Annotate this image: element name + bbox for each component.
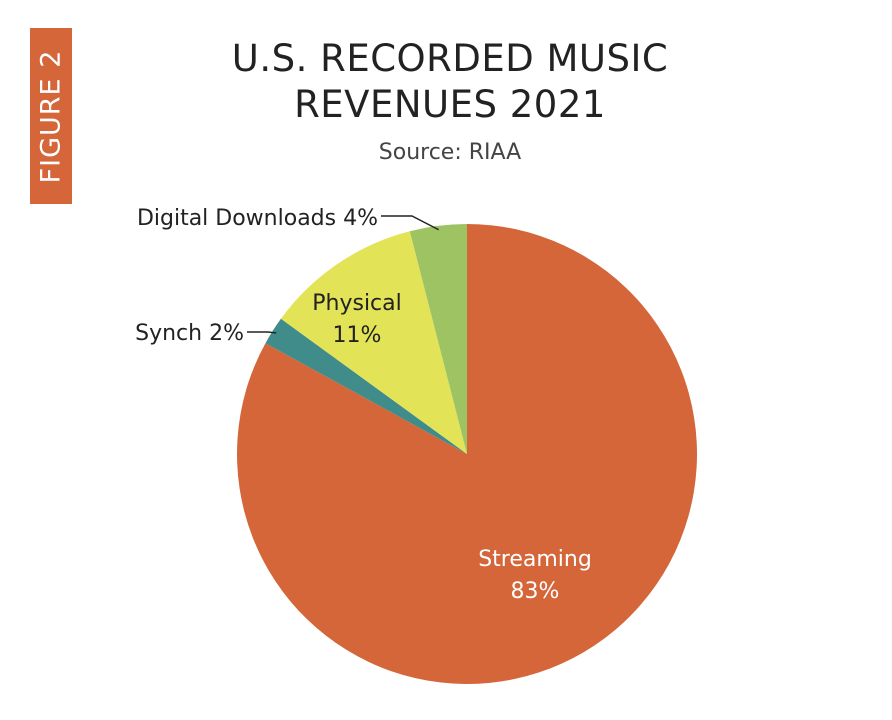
synch-callout-label: Synch 2% — [135, 321, 244, 346]
pie-slice-synch — [265, 318, 467, 454]
figure-number-tab: FIGURE 2 — [30, 28, 72, 204]
chart-subtitle: Source: RIAA — [378, 140, 522, 165]
streaming-slice-name: Streaming — [478, 547, 592, 572]
digital-downloads-leader-line — [381, 215, 440, 231]
chart-title: U.S. RECORDED MUSIC REVENUES 2021 — [200, 36, 700, 128]
pie-slice-physical — [280, 231, 467, 454]
streaming-slice-value: 83% — [511, 579, 560, 604]
physical-slice-name: Physical — [312, 291, 402, 316]
chart-title-line-2: REVENUES 2021 — [294, 83, 606, 126]
digital-downloads-callout-label: Digital Downloads 4% — [137, 206, 378, 231]
physical-slice-value: 11% — [333, 323, 382, 348]
pie-slice-digital-downloads — [409, 224, 467, 454]
synch-leader-line — [247, 331, 277, 334]
pie-slice-streaming — [237, 224, 698, 684]
chart-title-line-1: U.S. RECORDED MUSIC — [231, 37, 669, 80]
